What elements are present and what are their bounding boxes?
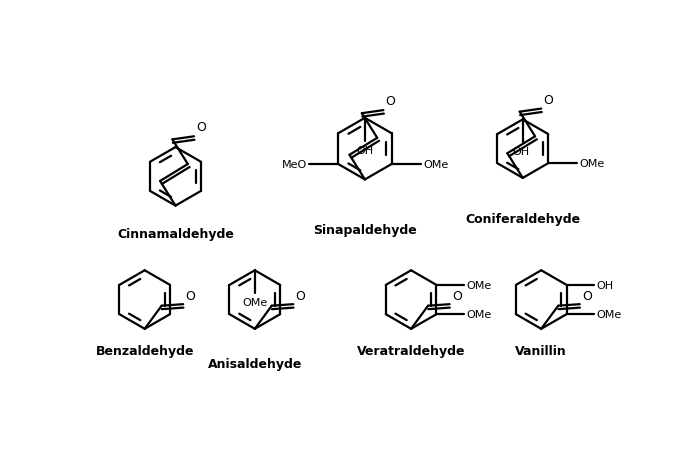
Text: MeO: MeO (281, 160, 307, 169)
Text: Sinapaldehyde: Sinapaldehyde (313, 223, 416, 236)
Text: O: O (186, 289, 195, 302)
Text: OMe: OMe (242, 298, 267, 307)
Text: OMe: OMe (424, 160, 449, 169)
Text: OH: OH (512, 147, 530, 157)
Text: O: O (386, 95, 396, 108)
Text: OMe: OMe (580, 159, 605, 169)
Text: Cinnamaldehyde: Cinnamaldehyde (117, 228, 234, 241)
Text: O: O (196, 121, 206, 134)
Text: O: O (295, 289, 305, 302)
Text: Anisaldehyde: Anisaldehyde (208, 357, 302, 370)
Text: OH: OH (596, 280, 614, 290)
Text: OH: OH (356, 145, 374, 156)
Text: O: O (543, 94, 554, 106)
Text: OMe: OMe (596, 309, 622, 319)
Text: OMe: OMe (466, 280, 491, 290)
Text: Coniferaldehyde: Coniferaldehyde (466, 213, 580, 225)
Text: O: O (582, 289, 592, 302)
Text: Vanillin: Vanillin (515, 344, 567, 357)
Text: O: O (452, 289, 462, 302)
Text: Benzaldehyde: Benzaldehyde (95, 344, 194, 357)
Text: Veratraldehyde: Veratraldehyde (357, 344, 466, 357)
Text: OMe: OMe (466, 309, 491, 319)
